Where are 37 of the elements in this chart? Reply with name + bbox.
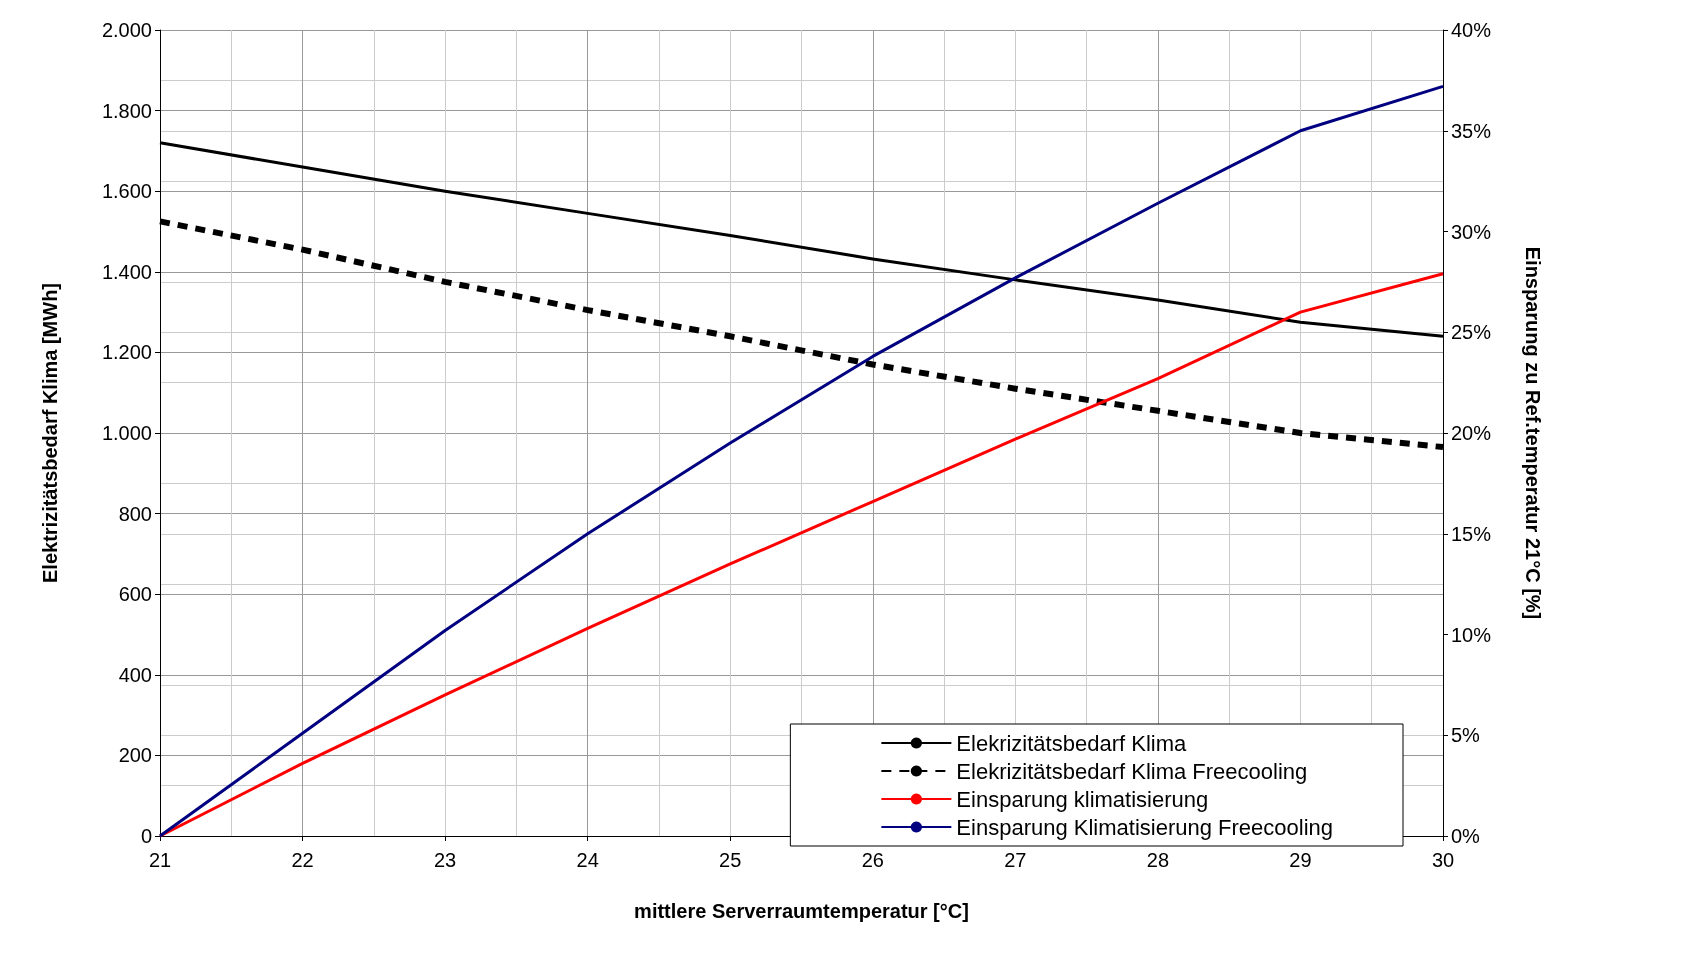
legend-label: Einsparung klimatisierung bbox=[956, 786, 1209, 812]
y-tick-label: 2.000 bbox=[101, 19, 152, 41]
y-tick-label: 1.400 bbox=[101, 260, 152, 283]
x-tick-label: 29 bbox=[1289, 849, 1312, 871]
x-tick-label: 24 bbox=[576, 849, 599, 871]
y-tick-label: 600 bbox=[118, 583, 152, 606]
y2-tick-label: 0% bbox=[1451, 825, 1481, 847]
y2-tick-label: 20% bbox=[1451, 422, 1492, 444]
y-axis-title: Elektrizitätsbedarf Klima [MWh] bbox=[39, 282, 61, 584]
y2-axis-title: Einsparung zu Ref.temperatur 21°C [%] bbox=[1522, 246, 1544, 620]
y-tick-label: 1.800 bbox=[101, 99, 152, 122]
y2-tick-label: 30% bbox=[1451, 220, 1492, 243]
x-tick-label: 23 bbox=[433, 849, 457, 871]
legend-label: Elekrizitätsbedarf Klima bbox=[956, 730, 1187, 756]
legend-label: Elekrizitätsbedarf Klima Freecooling bbox=[956, 758, 1308, 784]
y-tick-label: 1.600 bbox=[101, 180, 152, 203]
x-tick-label: 21 bbox=[148, 849, 172, 871]
y2-tick-label: 35% bbox=[1451, 119, 1492, 142]
y2-tick-label: 15% bbox=[1451, 522, 1492, 545]
y-tick-label: 200 bbox=[118, 744, 152, 767]
y2-tick-label: 40% bbox=[1451, 19, 1492, 41]
x-tick-label: 22 bbox=[291, 849, 314, 871]
y2-tick-label: 25% bbox=[1451, 321, 1492, 344]
x-axis-title: mittlere Serverraumtemperatur [°C] bbox=[634, 900, 969, 922]
y-tick-label: 0 bbox=[140, 825, 152, 847]
x-tick-label: 28 bbox=[1146, 849, 1170, 871]
y-tick-label: 1.000 bbox=[101, 422, 152, 444]
x-tick-label: 27 bbox=[1004, 849, 1027, 871]
x-tick-label: 30 bbox=[1431, 849, 1455, 871]
y2-tick-label: 5% bbox=[1451, 724, 1481, 747]
y-tick-label: 800 bbox=[118, 502, 152, 525]
x-tick-label: 26 bbox=[861, 849, 884, 871]
y-tick-label: 400 bbox=[118, 663, 152, 686]
legend-label: Einsparung Klimatisierung Freecooling bbox=[956, 814, 1334, 840]
y2-tick-label: 10% bbox=[1451, 623, 1492, 646]
y-tick-label: 1.200 bbox=[101, 341, 152, 364]
x-tick-label: 25 bbox=[719, 849, 742, 871]
